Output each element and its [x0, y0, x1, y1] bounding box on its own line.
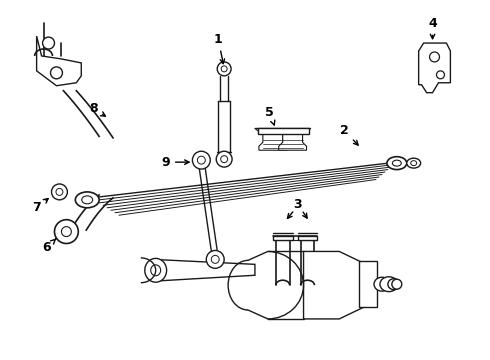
Circle shape	[211, 255, 219, 264]
Circle shape	[392, 279, 402, 289]
Circle shape	[43, 37, 54, 49]
Text: 4: 4	[428, 17, 437, 39]
Circle shape	[54, 220, 78, 243]
Polygon shape	[303, 251, 364, 319]
Circle shape	[50, 67, 62, 79]
Circle shape	[206, 251, 224, 268]
Ellipse shape	[407, 158, 420, 168]
Polygon shape	[259, 134, 287, 150]
Circle shape	[56, 188, 63, 195]
Ellipse shape	[380, 277, 398, 292]
Circle shape	[220, 156, 228, 163]
Polygon shape	[279, 134, 307, 150]
Text: 5: 5	[266, 106, 275, 125]
Text: 2: 2	[340, 124, 358, 145]
Ellipse shape	[374, 277, 390, 291]
Circle shape	[221, 66, 227, 72]
Circle shape	[61, 227, 72, 237]
Ellipse shape	[151, 265, 161, 276]
Polygon shape	[37, 36, 81, 86]
Ellipse shape	[75, 192, 99, 208]
Polygon shape	[418, 43, 450, 93]
Text: 3: 3	[294, 198, 302, 211]
Text: 1: 1	[214, 33, 224, 64]
Ellipse shape	[392, 160, 401, 166]
Circle shape	[217, 62, 231, 76]
Polygon shape	[258, 129, 310, 134]
Text: 7: 7	[32, 199, 48, 214]
Ellipse shape	[388, 279, 400, 290]
Text: 6: 6	[42, 239, 56, 254]
Ellipse shape	[82, 196, 93, 204]
Ellipse shape	[145, 258, 167, 282]
Circle shape	[193, 151, 210, 169]
Circle shape	[197, 156, 205, 164]
Text: 9: 9	[161, 156, 189, 168]
Circle shape	[216, 151, 232, 167]
Polygon shape	[359, 261, 377, 307]
Polygon shape	[273, 235, 293, 239]
Ellipse shape	[387, 157, 407, 170]
Circle shape	[51, 184, 68, 200]
Circle shape	[437, 71, 444, 79]
Ellipse shape	[411, 161, 416, 166]
Circle shape	[430, 52, 440, 62]
Polygon shape	[297, 235, 318, 239]
Polygon shape	[153, 260, 255, 281]
Text: 8: 8	[89, 102, 105, 116]
